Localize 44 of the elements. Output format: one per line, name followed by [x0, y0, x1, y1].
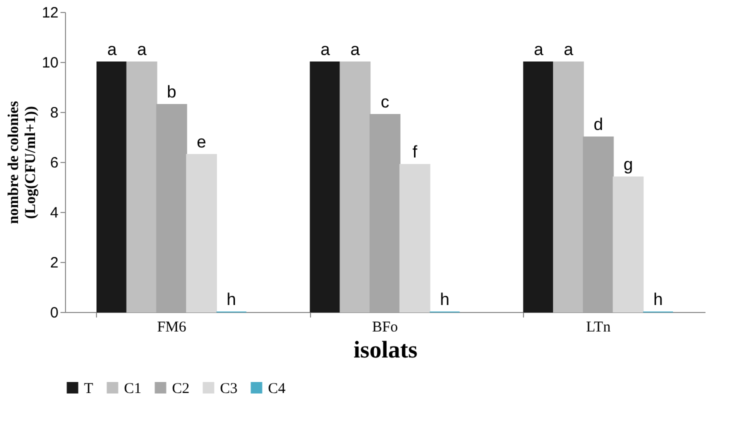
x-tick-label: BFo — [372, 320, 398, 336]
data-label: d — [594, 115, 604, 134]
bar — [612, 176, 644, 312]
y-tick-label: 10 — [42, 54, 58, 72]
legend-label: C1 — [124, 380, 142, 397]
legend-label: C2 — [172, 380, 190, 397]
bar — [370, 114, 400, 312]
data-label: a — [320, 40, 331, 59]
x-tick-label: LTn — [586, 320, 612, 336]
x-axis-title: isolats — [353, 338, 418, 364]
y-tick-label: 2 — [50, 254, 58, 272]
y-axis-title: nombre de colonies (Log(CFU/ml+1)) — [6, 100, 39, 224]
bar — [126, 62, 158, 312]
data-label: h — [440, 290, 450, 309]
y-tick-label: 8 — [50, 104, 58, 122]
data-label: f — [412, 142, 418, 162]
data-label: g — [623, 155, 633, 174]
data-label: h — [653, 290, 663, 309]
x-tick-label: FM6 — [157, 320, 187, 336]
data-label: a — [137, 40, 148, 59]
y-tick-label: 0 — [50, 304, 58, 322]
y-tick-label: 6 — [50, 154, 58, 172]
data-label: a — [534, 40, 544, 59]
data-label: e — [196, 132, 206, 152]
data-label: a — [564, 40, 574, 59]
legend-label: T — [84, 380, 94, 397]
data-label: a — [350, 40, 360, 59]
data-label: c — [380, 92, 390, 112]
bar — [310, 62, 341, 312]
bar — [582, 136, 614, 312]
y-tick-label: 4 — [50, 204, 58, 222]
bar — [156, 104, 188, 312]
bar — [553, 62, 584, 312]
bar — [340, 62, 371, 312]
legend-label: C4 — [268, 380, 286, 397]
bar — [96, 62, 128, 312]
data-label: h — [226, 290, 236, 309]
y-tick-label: 12 — [42, 4, 58, 22]
bar — [399, 164, 430, 312]
legend-label: C3 — [220, 380, 238, 397]
data-label: b — [166, 82, 176, 102]
bar — [186, 154, 217, 312]
data-label: a — [107, 40, 118, 59]
bar — [523, 62, 554, 312]
